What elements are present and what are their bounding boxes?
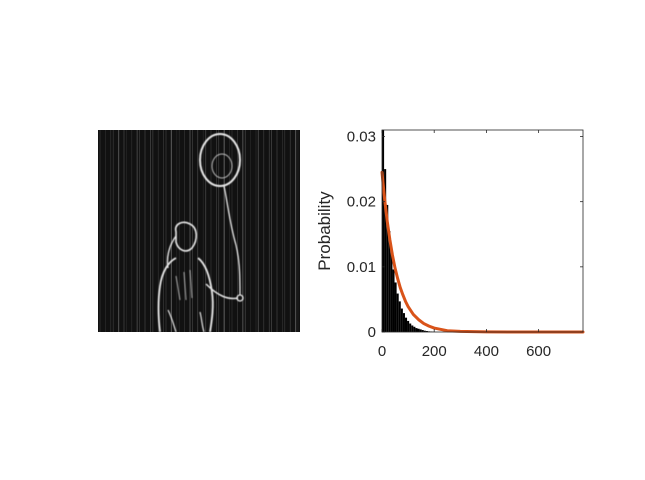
girl-head (174, 221, 198, 252)
histogram-bar (417, 328, 420, 332)
girl-lower (167, 309, 205, 333)
x-tick-label: 600 (526, 343, 551, 360)
girl-body (157, 257, 177, 333)
histogram-bar (398, 301, 401, 332)
edge-filtered-photo-girl-with-balloon-icon (157, 133, 244, 333)
y-axis-label: Probability (315, 191, 334, 271)
histogram-bar (390, 252, 393, 332)
x-axis-ticks: 0 200 400 600 (378, 130, 551, 360)
y-axis-ticks: 0 0.01 0.02 0.03 (347, 129, 583, 341)
left-image-panel (98, 130, 300, 333)
histogram-bars (382, 130, 435, 332)
y-tick-label: 0.02 (347, 194, 376, 211)
histogram-bar (388, 231, 391, 332)
histogram-bar (394, 282, 397, 332)
histogram-bar (392, 269, 395, 332)
histogram-bar (384, 169, 387, 332)
histogram-bar (419, 329, 422, 332)
y-tick-label: 0 (368, 324, 376, 341)
plot-area (382, 130, 583, 332)
image-background (98, 130, 300, 332)
histogram-bar (409, 323, 412, 332)
right-chart-panel: 0 0.01 0.02 0.03 0 200 400 600 Probability (315, 129, 585, 360)
histogram-bar (404, 317, 408, 332)
histogram-bar (413, 326, 416, 332)
balloon-inner (211, 153, 233, 179)
balloon-outline (199, 133, 241, 187)
girl-arm (205, 283, 239, 300)
girl-body-right (197, 257, 214, 333)
histogram-bar (425, 331, 428, 332)
balloon-string (223, 185, 241, 296)
x-tick-label: 200 (422, 343, 447, 360)
x-tick-label: 0 (378, 343, 386, 360)
histogram-bar (402, 313, 405, 332)
histogram-bar (421, 330, 424, 332)
y-tick-label: 0.01 (347, 259, 376, 276)
histogram-bar (415, 328, 418, 332)
y-tick-label: 0.03 (347, 129, 376, 146)
histogram-bar (386, 204, 389, 332)
girl-hand (236, 294, 244, 302)
histogram-bar (423, 330, 426, 332)
histogram-bar (407, 320, 410, 332)
axes-box (381, 129, 584, 333)
girl-dress-detail (175, 269, 193, 301)
histogram-bar (396, 293, 399, 332)
x-tick-label: 400 (474, 343, 499, 360)
histogram-bar (411, 325, 414, 332)
histogram-bar (382, 130, 385, 332)
histogram-bar (400, 308, 403, 332)
